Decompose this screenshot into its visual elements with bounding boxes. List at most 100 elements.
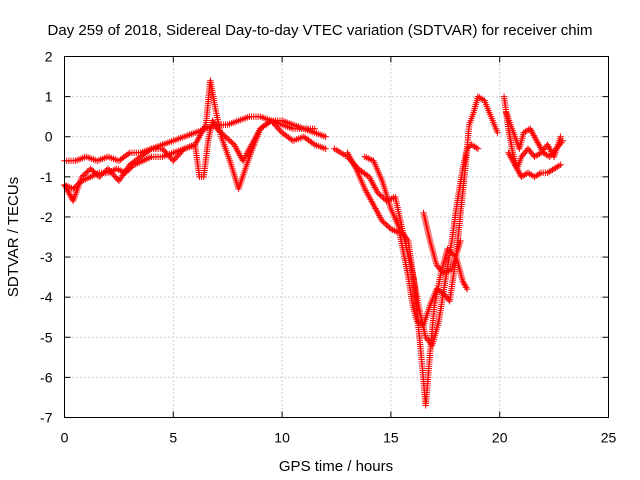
data-point bbox=[494, 129, 501, 136]
x-tick-label: 0 bbox=[61, 430, 69, 446]
y-tick-label: -7 bbox=[40, 410, 53, 426]
data-point bbox=[532, 172, 540, 180]
data-point bbox=[462, 284, 470, 291]
x-tick-label: 15 bbox=[383, 430, 399, 446]
series-track-c bbox=[61, 117, 329, 205]
series-track-h bbox=[500, 93, 564, 181]
data-point bbox=[322, 145, 329, 152]
data-point bbox=[272, 121, 279, 129]
data-point bbox=[506, 152, 514, 160]
data-point bbox=[175, 151, 182, 158]
data-point bbox=[520, 129, 527, 136]
data-point bbox=[534, 151, 541, 158]
data-point bbox=[67, 192, 74, 200]
data-point bbox=[88, 166, 96, 174]
data-point bbox=[462, 282, 469, 290]
data-point bbox=[97, 172, 104, 179]
series-track-e bbox=[344, 93, 501, 329]
data-point bbox=[524, 145, 532, 152]
data-point bbox=[171, 156, 178, 163]
data-point bbox=[222, 133, 229, 140]
data-point bbox=[439, 289, 447, 297]
data-point bbox=[444, 245, 451, 253]
data-point bbox=[378, 217, 386, 225]
data-point bbox=[547, 167, 555, 175]
data-points bbox=[61, 77, 567, 409]
data-point bbox=[170, 157, 177, 164]
y-tick-label: -1 bbox=[40, 169, 53, 185]
data-point bbox=[518, 153, 525, 160]
data-point bbox=[524, 169, 532, 177]
y-tick-label: -2 bbox=[40, 209, 53, 225]
data-point bbox=[166, 153, 173, 160]
data-point bbox=[101, 168, 109, 175]
data-point bbox=[473, 144, 480, 151]
data-point bbox=[519, 172, 527, 180]
y-tick-label: 1 bbox=[45, 89, 53, 105]
data-point bbox=[534, 171, 541, 179]
data-point bbox=[509, 157, 516, 164]
x-axis-label: GPS time / hours bbox=[279, 458, 393, 475]
data-point bbox=[211, 122, 219, 129]
data-point bbox=[311, 125, 318, 132]
data-point bbox=[100, 169, 107, 177]
data-point bbox=[557, 133, 564, 140]
data-point bbox=[99, 170, 106, 178]
data-point bbox=[377, 192, 384, 199]
data-point bbox=[220, 132, 228, 139]
tick-labels: 0 5 10 15 20 25 -7 -6 -5 -4 -3 -2 -1 0 1 2 bbox=[40, 49, 616, 446]
data-point bbox=[106, 167, 113, 174]
data-point bbox=[276, 126, 283, 133]
data-point bbox=[474, 145, 482, 152]
data-point bbox=[381, 220, 389, 227]
data-point bbox=[457, 237, 464, 245]
data-point bbox=[167, 154, 174, 161]
data-point bbox=[445, 247, 453, 254]
data-point bbox=[536, 170, 543, 178]
data-point bbox=[108, 170, 116, 177]
data-point bbox=[528, 150, 536, 157]
data-point bbox=[531, 173, 538, 181]
data-point bbox=[160, 147, 167, 154]
series-track-j bbox=[505, 133, 564, 173]
data-point bbox=[557, 161, 564, 168]
data-point bbox=[172, 154, 180, 161]
data-point bbox=[505, 149, 512, 156]
data-point bbox=[442, 293, 449, 300]
data-point bbox=[219, 130, 226, 138]
data-point bbox=[83, 169, 90, 177]
chart-title: Day 259 of 2018, Sidereal Day-to-day VTE… bbox=[48, 22, 593, 39]
data-point bbox=[518, 173, 525, 181]
data-point bbox=[447, 248, 454, 255]
y-tick-label: -4 bbox=[40, 289, 53, 305]
data-point bbox=[213, 125, 221, 132]
y-tick-label: 2 bbox=[45, 49, 53, 65]
data-point bbox=[211, 120, 218, 128]
data-point bbox=[434, 263, 442, 270]
data-point bbox=[515, 168, 523, 176]
data-point bbox=[554, 163, 561, 171]
data-point bbox=[519, 151, 526, 159]
data-point bbox=[508, 155, 516, 163]
data-point bbox=[544, 152, 552, 159]
data-point bbox=[178, 148, 185, 155]
data-point bbox=[174, 153, 181, 160]
data-point bbox=[112, 174, 120, 182]
y-tick-label: -6 bbox=[40, 369, 53, 385]
data-point bbox=[537, 149, 545, 156]
data-point bbox=[93, 170, 100, 178]
data-point bbox=[539, 147, 546, 155]
data-point bbox=[516, 170, 523, 177]
data-point bbox=[511, 160, 518, 168]
x-tick-label: 25 bbox=[601, 430, 617, 446]
data-point bbox=[380, 219, 387, 226]
data-point bbox=[125, 150, 132, 158]
data-point bbox=[161, 148, 169, 155]
data-point bbox=[225, 136, 232, 143]
data-point bbox=[423, 335, 431, 343]
data-point bbox=[268, 117, 275, 124]
data-point bbox=[532, 152, 540, 159]
data-point bbox=[549, 166, 556, 174]
data-point bbox=[552, 164, 559, 172]
